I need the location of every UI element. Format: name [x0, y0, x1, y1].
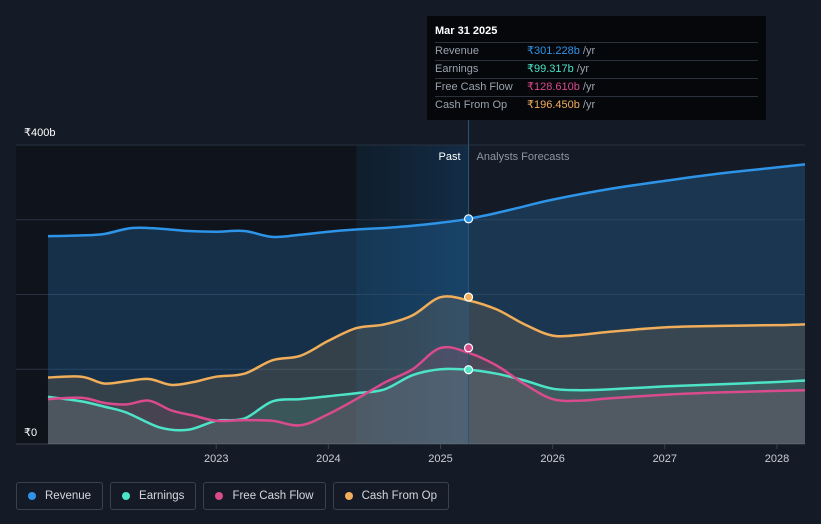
tooltip-value: ₹301.228b — [527, 45, 580, 57]
marker-revenue — [463, 214, 474, 224]
x-tick-label: 2026 — [540, 453, 564, 465]
tooltip-row-earnings: Earnings ₹99.317b /yr — [435, 60, 758, 77]
tooltip-row-revenue: Revenue ₹301.228b /yr — [435, 42, 758, 59]
x-tick-label: 2025 — [428, 453, 452, 465]
tooltip-value: ₹128.610b — [527, 81, 580, 93]
legend-dot-icon — [122, 492, 131, 500]
y-tick-label-zero: ₹0 — [24, 427, 37, 439]
y-tick-label-top: ₹400b — [24, 127, 55, 139]
tooltip-row-cash-from-op: Cash From Op ₹196.450b /yr — [435, 96, 758, 113]
x-tick-label: 2024 — [316, 453, 340, 465]
forecast-label: Analysts Forecasts — [477, 151, 570, 163]
hover-tooltip: Mar 31 2025 Revenue ₹301.228b /yr Earnin… — [427, 16, 766, 120]
x-tick-label: 2023 — [204, 453, 228, 465]
tooltip-label: Revenue — [435, 45, 480, 57]
past-label: Past — [439, 151, 461, 163]
tooltip-row-free-cash-flow: Free Cash Flow ₹128.610b /yr — [435, 78, 758, 95]
line-free-cash-flow — [47, 345, 805, 427]
tooltip-unit: /yr — [582, 81, 596, 93]
legend-label: Cash From Op — [361, 490, 438, 502]
tooltip-unit: /yr — [576, 63, 589, 75]
line-earnings — [47, 367, 805, 432]
tooltip-value: ₹99.317b — [527, 63, 574, 75]
legend-label: Earnings — [139, 490, 185, 502]
tooltip-label: Free Cash Flow — [435, 81, 513, 93]
legend-label: Free Cash Flow — [232, 490, 314, 502]
tooltip-unit: /yr — [582, 45, 596, 57]
legend-item-cash-from-op[interactable]: Cash From Op — [332, 482, 450, 510]
legend-dot-icon — [215, 492, 224, 500]
marker-free-cash-flow — [463, 343, 474, 353]
tooltip-unit: /yr — [582, 99, 596, 111]
x-axis: 2023 2024 2025 2026 2027 2028 — [204, 444, 789, 465]
legend-item-free-cash-flow[interactable]: Free Cash Flow — [203, 482, 326, 510]
marker-cash-from-op — [463, 292, 474, 302]
area-earnings — [48, 368, 805, 444]
gridlines — [16, 144, 805, 445]
tooltip-date: Mar 31 2025 — [435, 25, 498, 37]
legend-item-earnings[interactable]: Earnings — [110, 482, 197, 510]
tooltip-value: ₹196.450b — [527, 99, 580, 111]
legend-dot-icon — [344, 492, 353, 500]
point-markers — [463, 214, 474, 375]
marker-earnings — [463, 365, 474, 375]
x-tick-label: 2027 — [653, 453, 677, 465]
x-tick-label: 2028 — [765, 453, 789, 465]
line-cash-from-op — [47, 295, 805, 387]
legend-dot-icon — [28, 492, 36, 500]
line-revenue — [47, 163, 805, 239]
area-free-cash-flow — [48, 347, 805, 444]
legend-label: Revenue — [45, 490, 92, 502]
series-lines — [47, 163, 805, 432]
legend-item-revenue[interactable]: Revenue — [16, 482, 104, 510]
tooltip-label: Earnings — [435, 63, 479, 75]
tooltip-label: Cash From Op — [435, 99, 508, 111]
chart-legend: Revenue Earnings Free Cash Flow Cash Fro… — [16, 482, 450, 510]
